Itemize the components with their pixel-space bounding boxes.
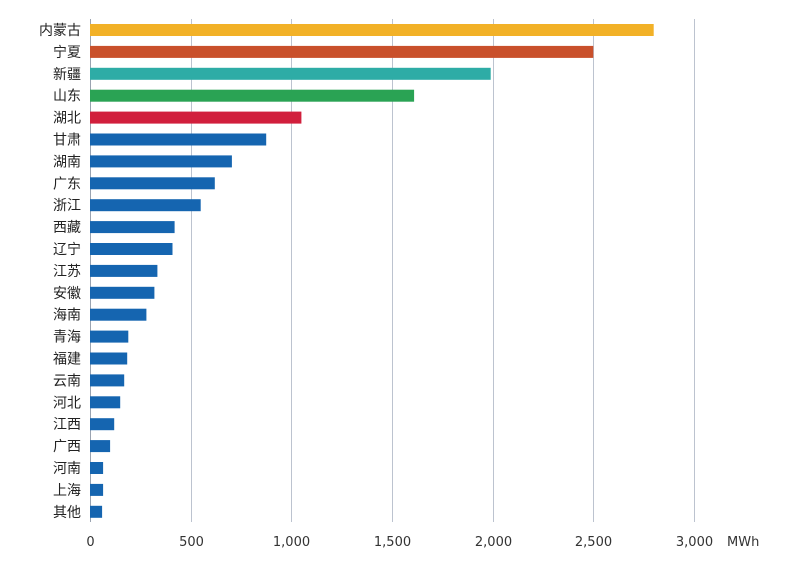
category-label: 云南 — [53, 373, 81, 389]
bar — [90, 308, 147, 321]
x-tick-label: 2,500 — [575, 535, 612, 550]
x-tick-label: 3,000 — [676, 535, 713, 550]
bar — [90, 177, 215, 190]
category-label: 河北 — [53, 395, 81, 411]
category-label-layer: 内蒙古宁夏新疆山东湖北甘肃湖南广东浙江西藏辽宁江苏安徽海南青海福建云南河北江西广… — [39, 23, 81, 521]
bar — [90, 330, 129, 343]
bar — [90, 352, 128, 365]
category-label: 海南 — [53, 308, 81, 324]
bar — [90, 462, 104, 474]
bar — [90, 505, 103, 518]
bar — [90, 45, 594, 58]
category-label: 安徽 — [53, 286, 81, 302]
bar — [90, 199, 201, 212]
category-label: 内蒙古 — [39, 23, 81, 39]
category-label: 其他 — [53, 505, 81, 521]
bar — [90, 89, 415, 102]
category-label: 湖南 — [53, 154, 81, 170]
bar — [90, 264, 158, 277]
x-tick-label: 0 — [86, 535, 94, 550]
x-tick-label: 2,000 — [475, 535, 512, 550]
category-label: 浙江 — [53, 198, 81, 214]
bar — [90, 418, 115, 431]
category-label: 宁夏 — [53, 44, 81, 61]
grid-layer — [90, 19, 695, 522]
bar — [90, 24, 654, 36]
category-label: 广东 — [53, 176, 81, 192]
category-label: 上海 — [53, 483, 81, 499]
x-tick-label-layer: 0 500 1,000 1,500 2,000 2,500 3,000 — [86, 535, 713, 550]
bar — [90, 67, 491, 80]
bar — [90, 374, 125, 387]
bar — [90, 155, 232, 168]
category-label: 青海 — [53, 330, 81, 346]
category-label: 江西 — [53, 417, 81, 433]
category-label: 甘肃 — [53, 133, 81, 149]
bar — [90, 483, 104, 496]
category-label: 河南 — [53, 461, 81, 477]
category-label: 江苏 — [53, 264, 81, 280]
category-label: 新疆 — [53, 67, 81, 83]
bar — [90, 440, 111, 453]
bar — [90, 111, 302, 124]
category-label: 广西 — [53, 439, 81, 455]
bar-layer — [90, 24, 654, 518]
bar — [90, 286, 155, 299]
x-tick-label: 1,500 — [374, 535, 411, 550]
x-tick-label: 500 — [179, 535, 204, 550]
bar — [90, 396, 121, 409]
bar — [90, 133, 267, 146]
bar — [90, 243, 173, 255]
category-label: 辽宁 — [53, 241, 81, 258]
category-label: 湖北 — [53, 111, 81, 127]
bar — [90, 221, 175, 234]
category-label: 西藏 — [53, 220, 81, 236]
x-unit-label: MWh — [727, 535, 759, 550]
x-tick-label: 1,000 — [273, 535, 310, 550]
category-label: 山东 — [53, 89, 81, 105]
category-label: 福建 — [53, 352, 81, 368]
